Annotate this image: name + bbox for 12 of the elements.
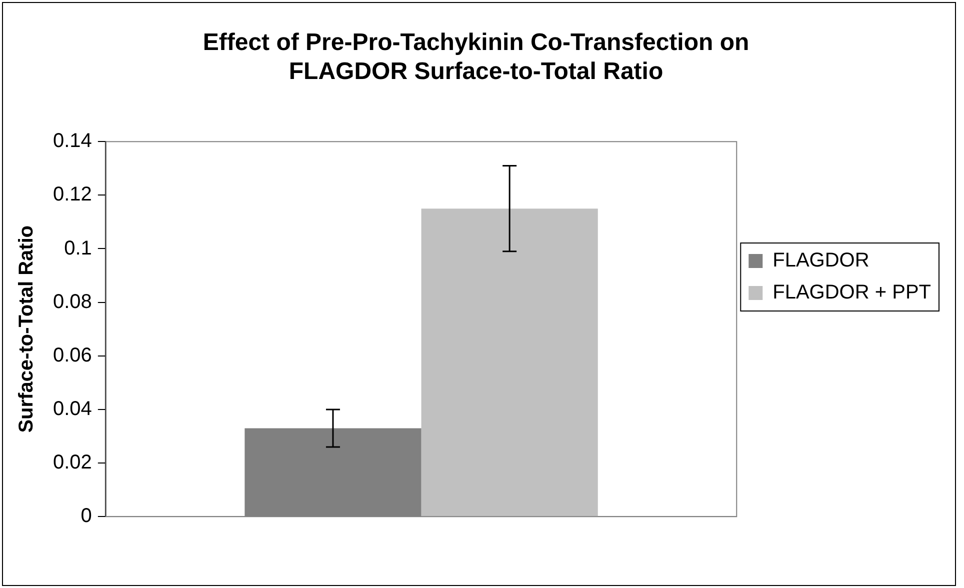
y-tick-label: 0.06 [52,344,92,366]
y-axis-title: Surface-to-Total Ratio [16,225,38,433]
legend-label: FLAGDOR + PPT [772,282,932,304]
legend-label: FLAGDOR [772,250,870,272]
y-tick-label: 0.1 [64,237,92,260]
chart-title: Effect of Pre-Pro-Tachykinin Co-Transfection on FLAGDOR Surface-to-Total Ratio [202,29,750,85]
y-tick-label: 0.08 [52,290,92,313]
y-tick-label: 0.04 [52,398,92,420]
y-tick-label: 0 [80,505,92,528]
y-tick-label: 0.14 [52,130,92,152]
y-tick-label: 0.02 [52,452,92,474]
y-tick-label: 0.12 [52,184,92,206]
